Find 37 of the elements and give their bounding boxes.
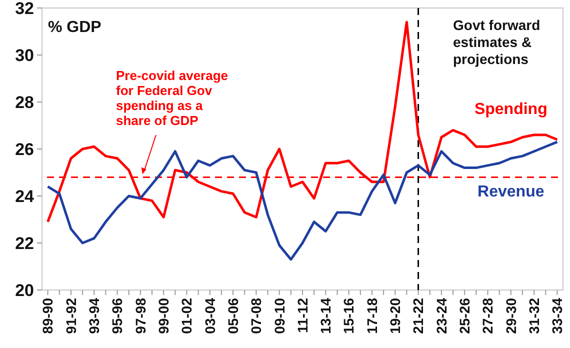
y-tick-label: 20 <box>15 280 34 300</box>
x-tick-label: 27-28 <box>480 298 496 334</box>
x-tick-label: 11-12 <box>294 298 310 334</box>
x-tick-label: 25-26 <box>456 298 472 334</box>
x-tick-label: 95-96 <box>109 298 126 334</box>
x-tick-label: 99-00 <box>155 298 172 334</box>
series-label: Spending <box>474 100 548 118</box>
series-label: Revenue <box>478 183 544 200</box>
y-tick-label: 26 <box>15 140 34 159</box>
ref-line-label: Pre-covid average for Federal Gov spending as a share of GDP <box>116 68 228 128</box>
annotation: Govt forward estimates & projections <box>453 17 540 67</box>
x-tick-label: 17-18 <box>364 298 380 334</box>
x-tick-label: 97-98 <box>132 298 148 334</box>
x-tick-label: 01-02 <box>178 298 195 334</box>
x-tick-label: 15-16 <box>340 298 357 334</box>
x-tick-label: 29-30 <box>502 298 519 334</box>
x-tick-label: 13-14 <box>318 298 334 334</box>
line-series <box>46 140 558 261</box>
y-tick-label: 22 <box>15 234 34 253</box>
x-tick-label: 07-08 <box>248 298 264 334</box>
x-tick-label: 03-04 <box>202 298 218 334</box>
x-tick-label: 05-06 <box>224 298 241 334</box>
y-axis-title: % GDP <box>48 19 102 36</box>
y-tick-label: 32 <box>15 0 34 18</box>
x-tick-label: 19-20 <box>387 298 404 334</box>
y-tick-label: 28 <box>15 92 34 112</box>
y-tick-label: 24 <box>15 186 35 206</box>
x-tick-label: 31-32 <box>526 298 542 334</box>
x-tick-label: 93-94 <box>86 298 102 334</box>
x-tick-label: 23-24 <box>433 298 450 334</box>
x-tick-label: 09-10 <box>271 298 288 334</box>
x-tick-label: 91-92 <box>62 298 79 334</box>
y-tick-label: 30 <box>15 46 34 65</box>
line-series <box>46 20 558 224</box>
x-tick-label: 21-22 <box>410 298 426 334</box>
x-tick-label: 33-34 <box>549 298 566 334</box>
x-tick-label: 89-90 <box>40 298 56 334</box>
